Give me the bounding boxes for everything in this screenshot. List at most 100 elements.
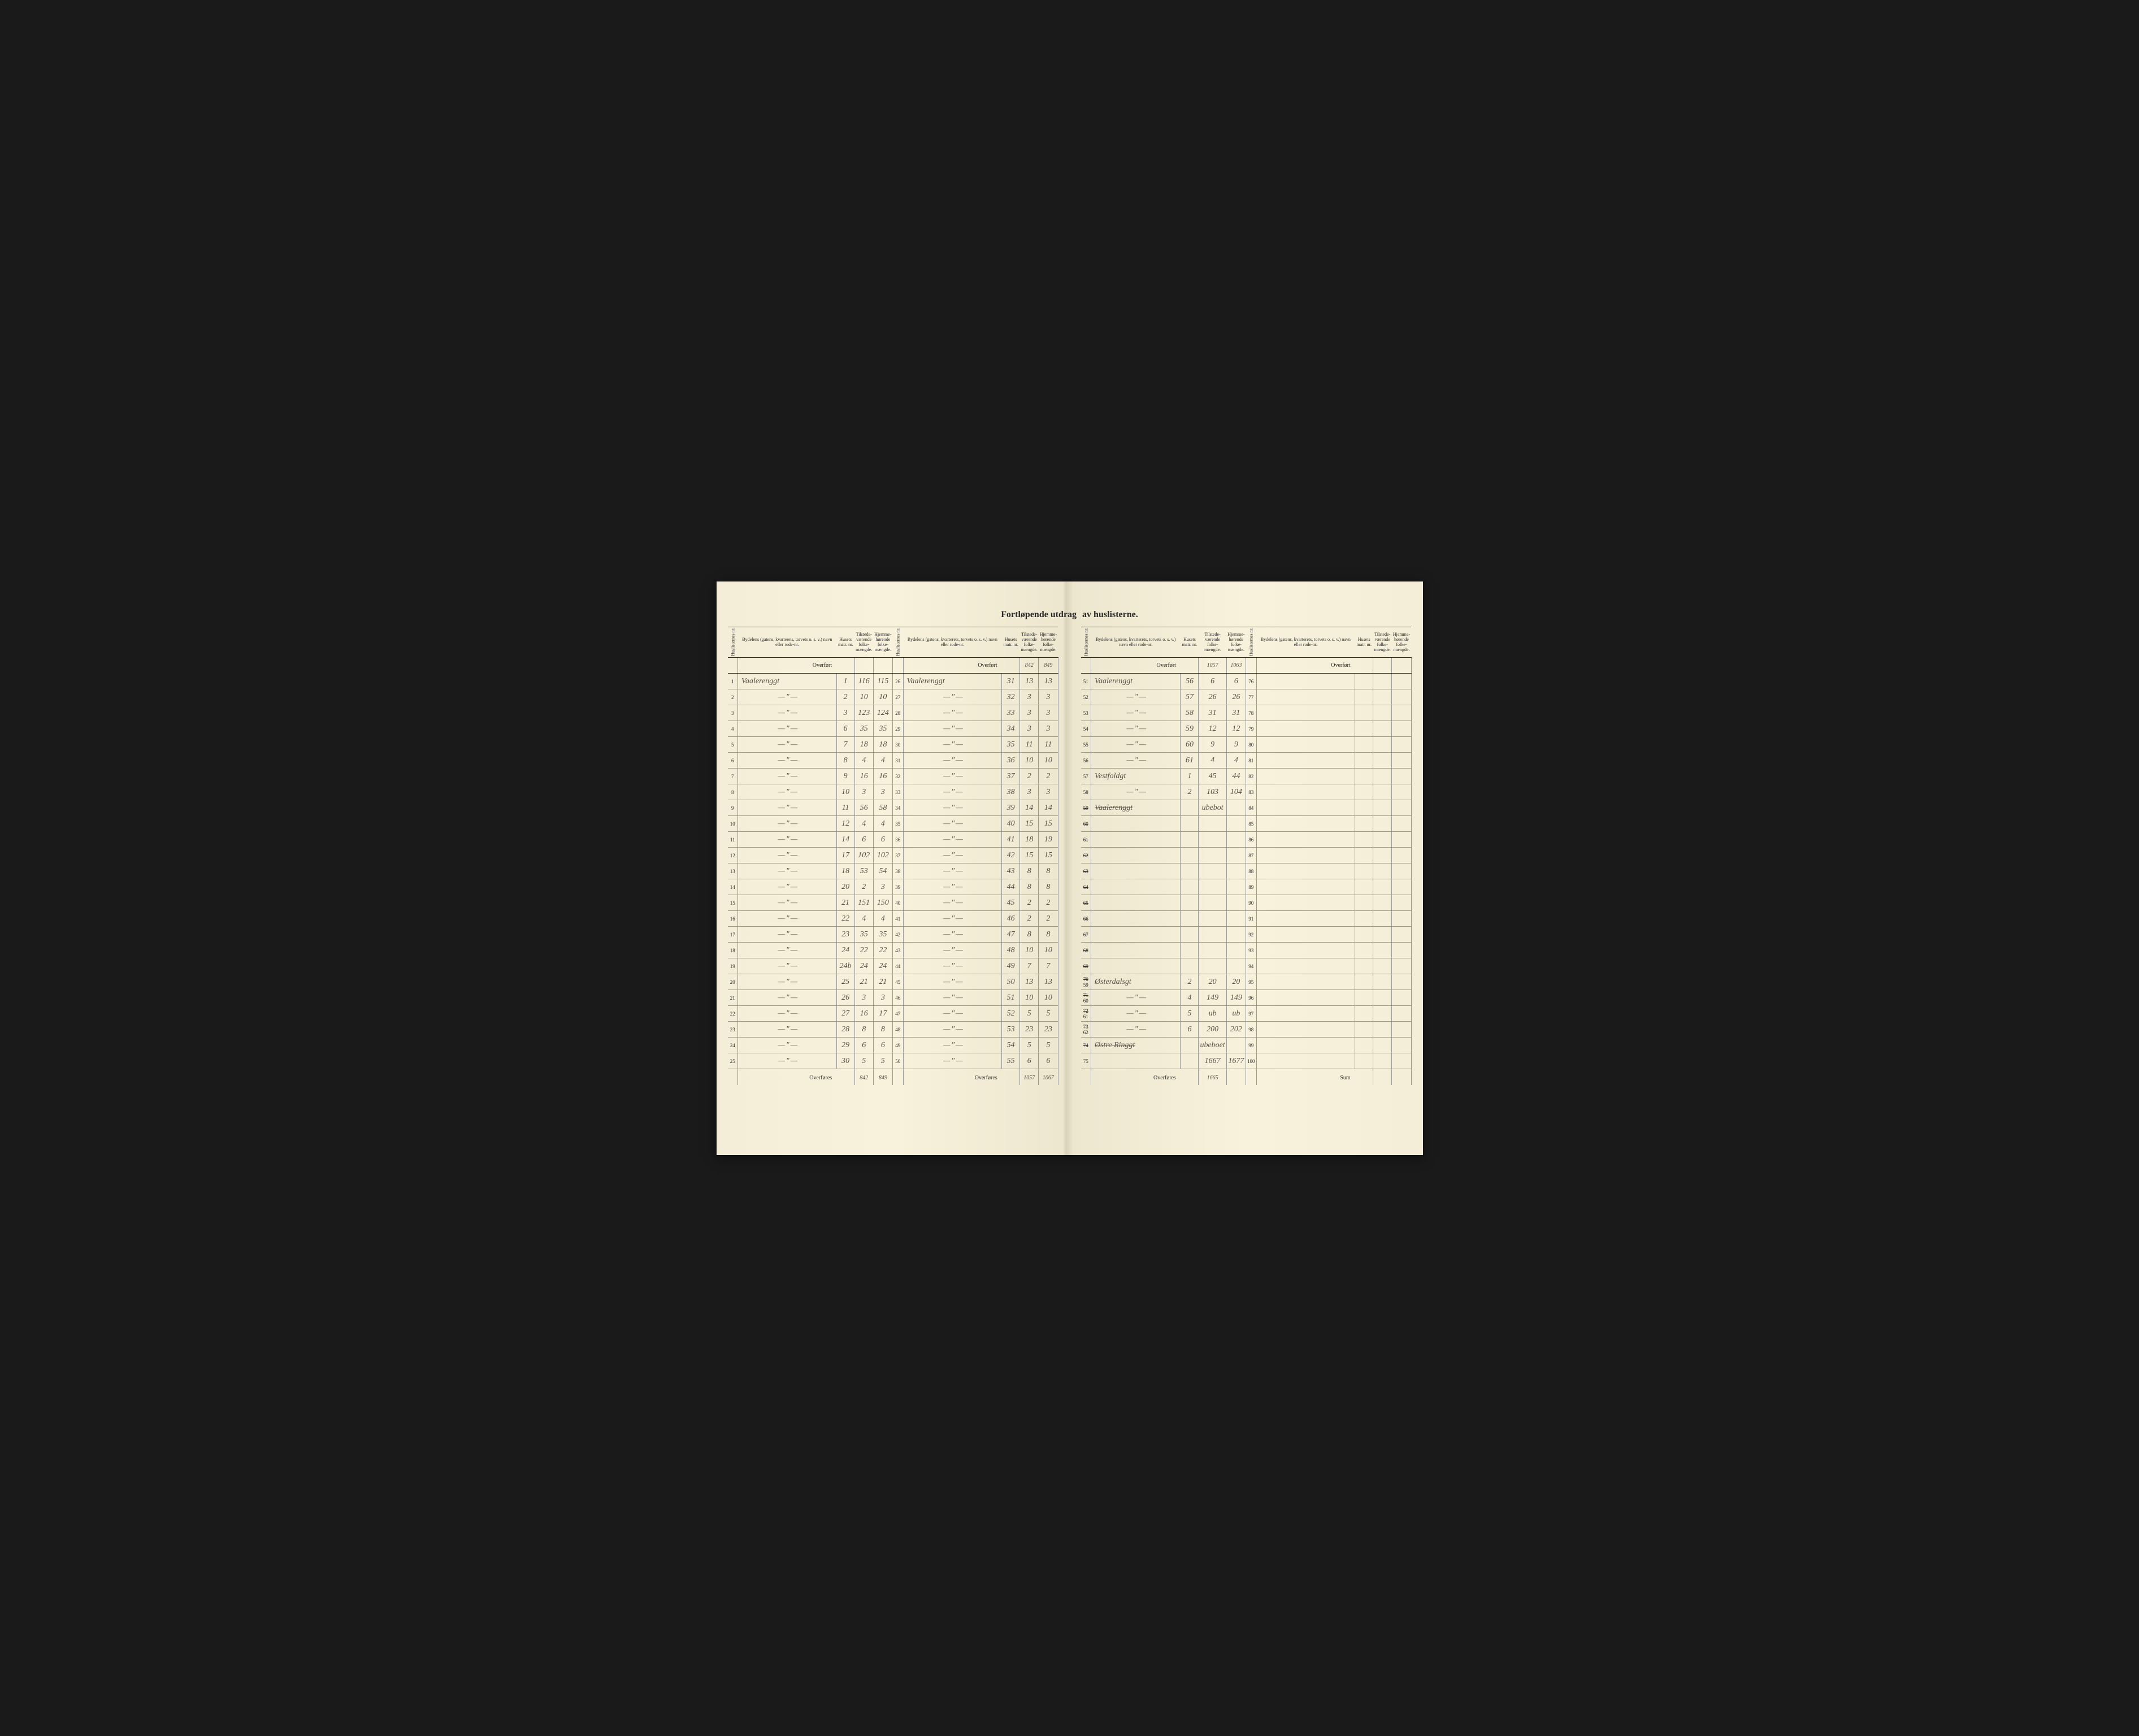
- table-row: 5—"—71818: [728, 737, 893, 753]
- tilstede-cell: [1373, 863, 1392, 879]
- bydel-cell: —"—: [903, 784, 1002, 800]
- hjemme-cell: [1226, 927, 1246, 943]
- hjemme-cell: 10: [1039, 753, 1058, 769]
- hjemme-cell: [1392, 769, 1411, 784]
- hjemme-cell: [1226, 943, 1246, 958]
- hjemme-cell: [1392, 721, 1411, 737]
- bydel-cell: Vaalerenggt: [738, 674, 837, 689]
- matr-cell: [1355, 674, 1373, 689]
- bydel-cell: [1256, 769, 1355, 784]
- bydel-cell: —"—: [903, 895, 1002, 911]
- tilstede-cell: 8: [854, 1022, 873, 1038]
- column-header: Husets matr. nr.: [1181, 627, 1199, 658]
- tilstede-cell: 116: [854, 674, 873, 689]
- hjemme-cell: 22: [873, 943, 892, 958]
- matr-cell: [1355, 800, 1373, 816]
- bydel-cell: [1256, 1038, 1355, 1053]
- matr-cell: 35: [1002, 737, 1020, 753]
- overfort-label: Overført: [903, 658, 1002, 674]
- bydel-cell: [1091, 927, 1181, 943]
- tilstede-cell: 2: [1020, 895, 1039, 911]
- hjemme-cell: 1677: [1226, 1053, 1246, 1069]
- hjemme-cell: 13: [1039, 674, 1058, 689]
- table-row: 59Vaalerenggtubebot: [1081, 800, 1246, 816]
- hjemme-cell: 4: [1226, 753, 1246, 769]
- tilstede-cell: 11: [1020, 737, 1039, 753]
- bydel-cell: —"—: [903, 753, 1002, 769]
- overfores-row: Overføres1665: [1081, 1069, 1246, 1085]
- bydel-cell: [1091, 863, 1181, 879]
- bydel-cell: —"—: [903, 1038, 1002, 1053]
- tilstede-cell: 13: [1020, 974, 1039, 990]
- tilstede-cell: [1373, 689, 1392, 705]
- footer-hjemme: 849: [873, 1069, 892, 1085]
- tilstede-cell: 15: [1020, 816, 1039, 832]
- tilstede-cell: 5: [1020, 1006, 1039, 1022]
- matr-cell: [1355, 990, 1373, 1006]
- hjemme-cell: 202: [1226, 1022, 1246, 1038]
- tilstede-cell: [1373, 705, 1392, 721]
- matr-cell: 18: [836, 863, 854, 879]
- matr-cell: 44: [1002, 879, 1020, 895]
- left-page: Huslisternes nr.Bydelens (gatens, kvarte…: [717, 581, 1070, 1155]
- bydel-cell: [1256, 800, 1355, 816]
- bydel-cell: —"—: [738, 1038, 837, 1053]
- matr-cell: [1181, 848, 1199, 863]
- bydel-cell: —"—: [1091, 705, 1181, 721]
- bydel-cell: [1256, 674, 1355, 689]
- hjemme-cell: [1392, 753, 1411, 769]
- table-row: 74Østre Ringgtubeboet: [1081, 1038, 1246, 1053]
- table-row: 98: [1246, 1022, 1411, 1038]
- column-header: Husets matr. nr.: [1355, 627, 1373, 658]
- matr-cell: 1: [1181, 769, 1199, 784]
- table-row: 49—"—5455: [893, 1038, 1058, 1053]
- bydel-cell: —"—: [903, 958, 1002, 974]
- hjemme-cell: 4: [873, 753, 892, 769]
- hjemme-cell: 15: [1039, 816, 1058, 832]
- tilstede-cell: [1373, 1038, 1392, 1053]
- hjemme-cell: 10: [873, 689, 892, 705]
- overfores-row: Overføres842849: [728, 1069, 893, 1085]
- hjemme-cell: 26: [1226, 689, 1246, 705]
- tilstede-cell: [1373, 895, 1392, 911]
- matr-cell: 54: [1002, 1038, 1020, 1053]
- hjemme-cell: [1392, 832, 1411, 848]
- bydel-cell: —"—: [1091, 737, 1181, 753]
- matr-cell: 9: [836, 769, 854, 784]
- matr-cell: [1355, 1006, 1373, 1022]
- overfores-row: Overføres10571067: [893, 1069, 1058, 1085]
- matr-cell: [1355, 848, 1373, 863]
- table-row: 16—"—2244: [728, 911, 893, 927]
- tilstede-cell: 4: [854, 753, 873, 769]
- table-row: 14—"—2023: [728, 879, 893, 895]
- tilstede-cell: 4: [1199, 753, 1226, 769]
- table-row: 10—"—1244: [728, 816, 893, 832]
- tilstede-cell: 2: [1020, 911, 1039, 927]
- footer-hjemme: [1226, 1069, 1246, 1085]
- tilstede-cell: 4: [854, 911, 873, 927]
- matr-cell: 56: [1181, 674, 1199, 689]
- bydel-cell: Vaalerenggt: [1091, 800, 1181, 816]
- overfort-tilstede: 842: [1020, 658, 1039, 674]
- matr-cell: 24: [836, 943, 854, 958]
- column-header: Tilstede-værende folke-mængde.: [1020, 627, 1039, 658]
- tilstede-cell: ubeboet: [1199, 1038, 1226, 1053]
- matr-cell: 26: [836, 990, 854, 1006]
- bydel-cell: —"—: [903, 816, 1002, 832]
- hjemme-cell: 18: [873, 737, 892, 753]
- matr-cell: [1355, 816, 1373, 832]
- hjemme-cell: [1392, 927, 1411, 943]
- table-row: 26Vaalerenggt311313: [893, 674, 1058, 689]
- bydel-cell: [1256, 879, 1355, 895]
- bydel-cell: —"—: [903, 974, 1002, 990]
- matr-cell: [1355, 895, 1373, 911]
- hjemme-cell: 24: [873, 958, 892, 974]
- table-row: 9—"—115658: [728, 800, 893, 816]
- bydel-cell: [1256, 816, 1355, 832]
- tilstede-cell: ubebot: [1199, 800, 1226, 816]
- matr-cell: 28: [836, 1022, 854, 1038]
- hjemme-cell: [1392, 958, 1411, 974]
- bydel-cell: —"—: [738, 769, 837, 784]
- hjemme-cell: [1226, 1038, 1246, 1053]
- tilstede-cell: [1199, 848, 1226, 863]
